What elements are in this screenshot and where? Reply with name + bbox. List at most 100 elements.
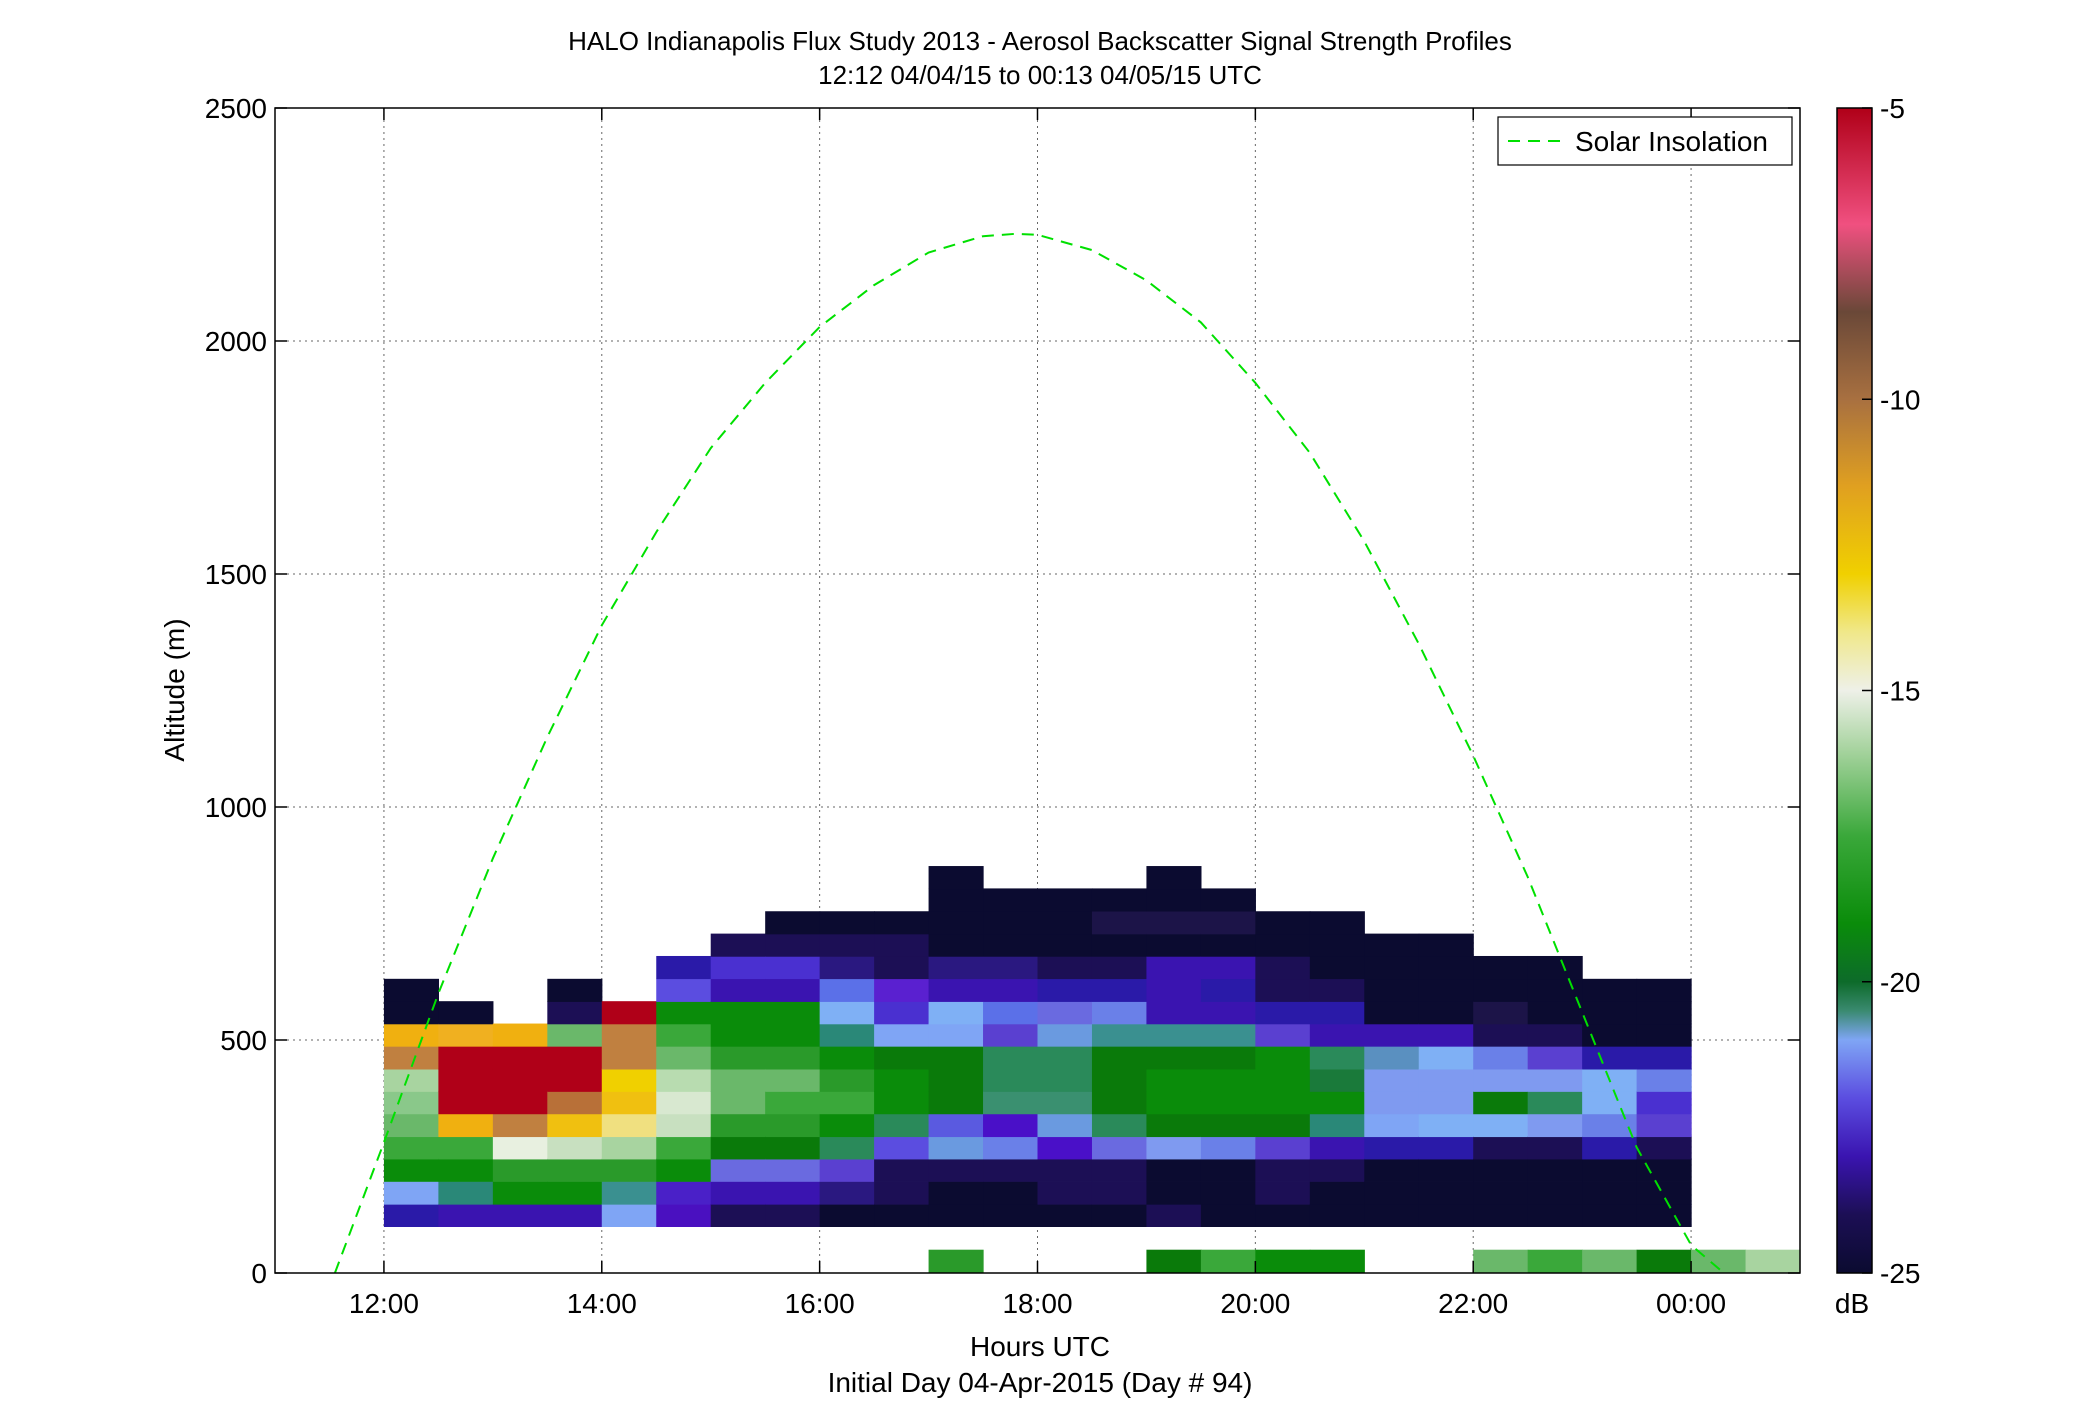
heatmap-cell xyxy=(1200,1158,1256,1182)
heatmap-cell xyxy=(438,1181,494,1205)
heatmap-cell xyxy=(383,1136,439,1160)
heatmap-cell xyxy=(928,1046,984,1070)
heatmap-cell xyxy=(492,1113,548,1138)
heatmap-cell xyxy=(1200,1068,1256,1092)
heatmap-cell xyxy=(874,1001,930,1025)
x-tick-label: 14:00 xyxy=(567,1288,637,1319)
heatmap-cell xyxy=(1473,1181,1529,1205)
heatmap-cell xyxy=(1255,1158,1311,1182)
heatmap-cell xyxy=(547,1046,603,1070)
heatmap-cell xyxy=(1636,1068,1692,1092)
x-tick-label: 20:00 xyxy=(1220,1288,1290,1319)
heatmap-cell xyxy=(656,1203,712,1227)
heatmap-cell xyxy=(1309,1181,1365,1205)
heatmap-cell xyxy=(492,1068,548,1092)
heatmap-cell xyxy=(983,1203,1039,1227)
heatmap-cell xyxy=(656,1113,712,1138)
heatmap-cell xyxy=(1146,955,1202,980)
heatmap-cell xyxy=(983,1091,1039,1115)
heatmap-cell xyxy=(1418,955,1474,980)
colorbar-tick-label: -5 xyxy=(1880,93,1905,124)
heatmap-cell xyxy=(1582,1046,1638,1070)
x-tick-label: 16:00 xyxy=(785,1288,855,1319)
heatmap-cell xyxy=(1582,1181,1638,1205)
heatmap-cell xyxy=(656,1158,712,1182)
heatmap-cell xyxy=(710,1203,766,1227)
heatmap-cell xyxy=(1037,888,1093,912)
heatmap-cell xyxy=(765,1203,821,1227)
heatmap-cell xyxy=(1309,933,1365,957)
heatmap-cell xyxy=(1418,1203,1474,1227)
y-tick-label: 1500 xyxy=(205,559,267,590)
heatmap-cell xyxy=(1418,1001,1474,1025)
surface-cell xyxy=(1146,1249,1202,1273)
heatmap-cell xyxy=(710,1091,766,1115)
heatmap-cells xyxy=(383,866,1801,1273)
heatmap-cell xyxy=(1146,888,1202,912)
heatmap-cell xyxy=(1200,1046,1256,1070)
heatmap-cell xyxy=(656,1046,712,1070)
heatmap-cell xyxy=(874,1181,930,1205)
heatmap-cell xyxy=(1200,1181,1256,1205)
heatmap-cell xyxy=(383,978,439,1002)
heatmap-cell xyxy=(1200,1023,1256,1047)
heatmap-cell xyxy=(1582,1136,1638,1160)
heatmap-cell xyxy=(656,1068,712,1092)
heatmap-cell xyxy=(1364,1203,1420,1227)
heatmap-cell xyxy=(1146,978,1202,1002)
heatmap-cell xyxy=(1636,978,1692,1002)
heatmap-cell xyxy=(1364,1136,1420,1160)
heatmap-cell xyxy=(1473,1023,1529,1047)
surface-cell xyxy=(1255,1249,1311,1273)
heatmap-cell xyxy=(1418,933,1474,957)
heatmap-cell xyxy=(1473,955,1529,980)
heatmap-cell xyxy=(1527,1203,1583,1227)
heatmap-cell xyxy=(656,1091,712,1115)
heatmap-cell xyxy=(1091,888,1148,912)
heatmap-cell xyxy=(1091,978,1148,1002)
heatmap-cell xyxy=(1473,1068,1529,1092)
heatmap-cell xyxy=(1418,1136,1474,1160)
heatmap-cell xyxy=(1309,1046,1365,1070)
heatmap-cell xyxy=(438,1023,494,1047)
heatmap-cell xyxy=(1091,1158,1148,1182)
heatmap-cell xyxy=(710,1023,766,1047)
heatmap-cell xyxy=(547,1113,603,1138)
heatmap-cell xyxy=(1364,955,1420,980)
heatmap-cell xyxy=(928,1181,984,1205)
heatmap-cell xyxy=(983,1001,1039,1025)
heatmap-cell xyxy=(1146,1158,1202,1182)
heatmap-cell xyxy=(383,1046,439,1070)
heatmap-cell xyxy=(928,1091,984,1115)
heatmap-cell xyxy=(1037,911,1093,935)
heatmap-cell xyxy=(1255,1113,1311,1138)
heatmap-cell xyxy=(492,1136,548,1160)
heatmap-cell xyxy=(1146,866,1202,890)
heatmap-cell xyxy=(1582,978,1638,1002)
heatmap-cell xyxy=(765,1023,821,1047)
heatmap-cell xyxy=(1582,1113,1638,1138)
heatmap-cell xyxy=(710,955,766,980)
heatmap-cell xyxy=(1636,1023,1692,1047)
heatmap-cell xyxy=(1037,1001,1093,1025)
heatmap-cell xyxy=(983,911,1039,935)
heatmap-cell xyxy=(1527,1136,1583,1160)
heatmap-cell xyxy=(819,1001,875,1025)
heatmap-cell xyxy=(928,1136,984,1160)
heatmap-cell xyxy=(819,1203,875,1227)
heatmap-cell xyxy=(1037,955,1093,980)
x-tick-label: 22:00 xyxy=(1438,1288,1508,1319)
heatmap-cell xyxy=(874,1023,930,1047)
heatmap-cell xyxy=(1636,1113,1692,1138)
heatmap-cell xyxy=(1527,1113,1583,1138)
colorbar-ticks: -5 -10 -15 -20 -25 xyxy=(1862,93,1920,1289)
heatmap-cell xyxy=(874,955,930,980)
heatmap-cell xyxy=(874,1203,930,1227)
heatmap-cell xyxy=(819,1181,875,1205)
heatmap-cell xyxy=(1037,978,1093,1002)
colorbar-tick-label: -10 xyxy=(1880,384,1920,415)
heatmap-cell xyxy=(383,1203,439,1227)
heatmap-cell xyxy=(438,1136,494,1160)
heatmap-cell xyxy=(1037,1158,1093,1182)
heatmap-cell xyxy=(765,933,821,957)
